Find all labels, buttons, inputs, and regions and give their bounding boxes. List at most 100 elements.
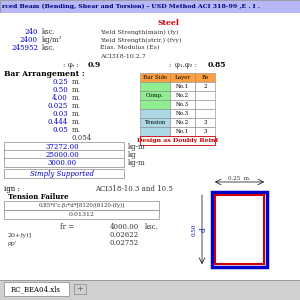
Text: 0.05: 0.05 (52, 126, 68, 134)
Bar (140, 118, 170, 127)
Text: :: : (62, 61, 64, 69)
Bar (170, 91, 195, 100)
Text: 0.9: 0.9 (88, 61, 101, 69)
Text: Comp.: Comp. (146, 93, 164, 98)
Bar (140, 136, 215, 145)
Bar (212, 192, 267, 267)
Text: Elas. Modulus (Es): Elas. Modulus (Es) (100, 45, 159, 51)
Text: 20+fy)]: 20+fy)] (8, 232, 32, 238)
Text: 0.50: 0.50 (191, 224, 196, 236)
Text: Simply Supported: Simply Supported (30, 169, 94, 178)
Text: 25000.00: 25000.00 (45, 151, 79, 159)
Text: 0.054: 0.054 (72, 134, 92, 142)
Text: 0.01312: 0.01312 (69, 212, 95, 217)
Text: 0.25  m.: 0.25 m. (228, 176, 251, 181)
Bar (195, 118, 215, 127)
Text: kg/m²: kg/m² (42, 36, 62, 44)
Bar (170, 100, 195, 109)
Bar (195, 91, 215, 100)
Text: 245952: 245952 (11, 44, 38, 52)
Text: 4000.00: 4000.00 (110, 223, 139, 231)
Text: No.2: No.2 (176, 120, 189, 125)
Bar (140, 109, 170, 118)
Bar (0, 13, 300, 280)
Text: +: + (76, 285, 83, 293)
Text: fr =: fr = (60, 223, 74, 231)
Text: 2: 2 (203, 84, 207, 89)
Bar (4, 210, 159, 219)
Text: 0.25: 0.25 (52, 78, 68, 86)
Text: No.1: No.1 (176, 84, 189, 89)
Text: No.3: No.3 (176, 111, 189, 116)
Bar (195, 73, 215, 82)
Text: ACI318-10.3 and 10.5: ACI318-10.3 and 10.5 (95, 185, 173, 193)
Text: m.: m. (72, 126, 81, 134)
Text: 0.50: 0.50 (52, 86, 68, 94)
Text: ign :: ign : (4, 185, 20, 193)
Bar (4, 282, 69, 296)
Text: 3: 3 (203, 129, 207, 134)
Bar (4, 150, 124, 159)
Text: rced Beam (Bending, Shear and Torsion) - USD Method ACI 318-99 ,E . I .: rced Beam (Bending, Shear and Torsion) -… (2, 4, 260, 9)
Bar (140, 82, 170, 91)
Text: kg-m: kg-m (128, 143, 146, 151)
Text: φᵢ :: φᵢ : (68, 61, 79, 69)
Text: 0.025: 0.025 (48, 102, 68, 110)
Text: 3: 3 (203, 120, 207, 125)
Text: 0.02752: 0.02752 (110, 239, 139, 247)
Text: Design as Doubly Reinf: Design as Doubly Reinf (137, 138, 218, 143)
Text: ACI318-10.2.7: ACI318-10.2.7 (100, 55, 146, 59)
Bar (195, 109, 215, 118)
Text: φ₁.φ₂ :: φ₁.φ₂ : (175, 61, 197, 69)
Bar (170, 109, 195, 118)
Text: 3000.00: 3000.00 (47, 159, 76, 167)
Text: Bar Side: Bar Side (143, 75, 167, 80)
Text: Tension: Tension (144, 120, 166, 125)
Text: ρp': ρp' (8, 241, 18, 245)
Text: No.1: No.1 (176, 129, 189, 134)
Bar (215, 195, 264, 264)
Bar (0, 0, 300, 13)
Text: 0.02622: 0.02622 (110, 231, 139, 239)
Text: kg-m: kg-m (128, 159, 146, 167)
Text: m.: m. (72, 110, 81, 118)
Bar (140, 91, 170, 100)
Text: 0.85*f’c.β₁*d*[8120/(8120-(fy)]: 0.85*f’c.β₁*d*[8120/(8120-(fy)] (39, 203, 125, 208)
Text: ksc.: ksc. (145, 223, 159, 231)
Bar (140, 100, 170, 109)
Text: m.: m. (72, 78, 81, 86)
Text: Tension Failure: Tension Failure (8, 193, 69, 201)
Text: No.3: No.3 (176, 102, 189, 107)
Text: 0.03: 0.03 (52, 110, 68, 118)
Text: m.: m. (72, 102, 81, 110)
Text: RC_BEA04.xls: RC_BEA04.xls (11, 285, 61, 293)
Text: 0.85: 0.85 (208, 61, 226, 69)
Text: Yield Strength(main) (fy): Yield Strength(main) (fy) (100, 29, 178, 34)
Bar (74, 284, 86, 294)
Bar (4, 201, 159, 210)
Text: m.: m. (72, 86, 81, 94)
Text: m.: m. (72, 94, 81, 102)
Text: m.: m. (72, 118, 81, 126)
Bar (140, 73, 170, 82)
Bar (4, 142, 124, 151)
Text: No.2: No.2 (176, 93, 189, 98)
Text: 240: 240 (25, 28, 38, 36)
Bar (4, 169, 124, 178)
Bar (170, 127, 195, 136)
Text: ksc.: ksc. (42, 28, 56, 36)
Bar (4, 158, 124, 167)
Bar (0, 280, 300, 300)
Text: 0.444: 0.444 (48, 118, 68, 126)
Text: 37272.00: 37272.00 (45, 143, 79, 151)
Bar (195, 100, 215, 109)
Text: :: : (168, 61, 170, 69)
Bar (170, 82, 195, 91)
Bar (140, 127, 170, 136)
Text: Layer: Layer (174, 75, 190, 80)
Bar (195, 82, 215, 91)
Text: 2400: 2400 (20, 36, 38, 44)
Text: Bar Arrangement :: Bar Arrangement : (4, 70, 85, 78)
Text: Re: Re (201, 75, 209, 80)
Bar (170, 73, 195, 82)
